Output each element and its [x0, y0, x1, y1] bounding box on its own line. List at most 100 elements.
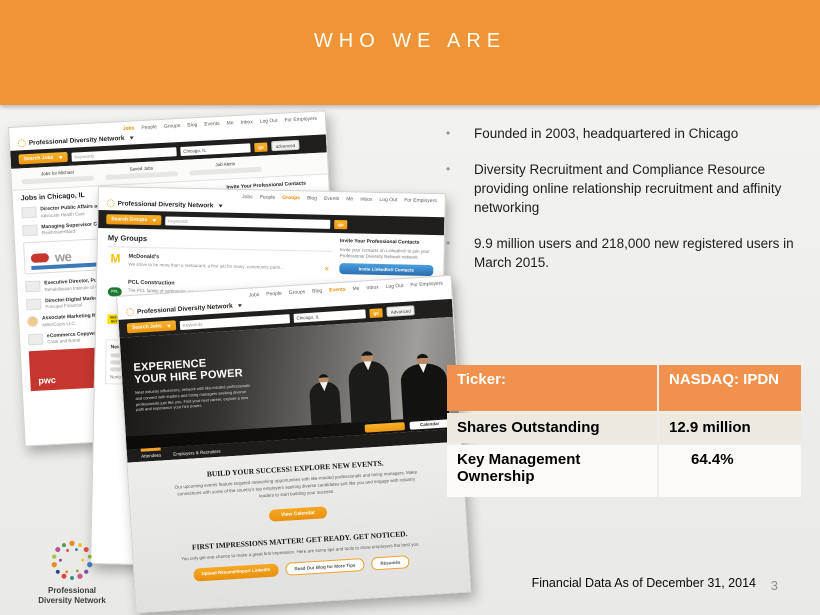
bullet-icon [446, 124, 474, 143]
table-cell: Key Management Ownership [447, 445, 657, 497]
financial-table: Ticker: NASDAQ: IPDN Shares Outstanding … [445, 363, 803, 499]
company-logo [21, 206, 37, 219]
brand-name-line1: Professional [47, 586, 96, 595]
home-content: BUILD YOUR SUCCESS! EXPLORE NEW EVENTS. … [127, 441, 472, 614]
company-logo [22, 224, 38, 236]
tab-employers-recruiters[interactable]: Employers & Recruiters [173, 448, 221, 457]
nav-people[interactable]: People [266, 290, 283, 298]
hero-banner: EXPERIENCE YOUR HIRE POWER Meet industry… [119, 316, 461, 450]
bullet-text: Diversity Recruitment and Compliance Res… [474, 162, 782, 215]
resumes-button[interactable]: Résumés [371, 555, 410, 571]
chevron-down-icon[interactable] [237, 303, 242, 307]
page-number: 3 [770, 578, 778, 593]
bullet-item: Diversity Recruitment and Compliance Res… [446, 160, 804, 217]
nav-me[interactable]: Me [226, 120, 234, 127]
nav-events[interactable]: Events [204, 120, 220, 128]
search-type-select[interactable]: Search Jobs [18, 151, 68, 165]
pdn-mini-logo-icon [106, 199, 115, 208]
bullet-icon [446, 234, 474, 272]
read-blog-button[interactable]: Read Our Blog for More Tips [284, 557, 365, 576]
group-row[interactable]: M McDonald's We strive to be more than a… [107, 251, 331, 273]
close-icon[interactable] [324, 266, 329, 273]
tab-saved-jobs[interactable]: Saved Jobs [105, 164, 178, 180]
company-logo [26, 315, 39, 328]
invite-heading: Invite Your Professional Contacts [339, 238, 420, 246]
pdn-mini-logo-icon [125, 307, 135, 317]
advanced-search-button[interactable]: advanced [271, 139, 300, 152]
nav-for-employers[interactable]: For Employers [404, 197, 437, 205]
nav-inbox[interactable]: Inbox [240, 119, 253, 126]
chevron-down-icon [58, 155, 63, 159]
table-header-row: Ticker: NASDAQ: IPDN [447, 365, 801, 411]
nav-events[interactable]: Events [328, 286, 346, 294]
nav-groups[interactable]: Groups [163, 122, 181, 130]
nav-blog[interactable]: Blog [312, 288, 323, 295]
ad-text: we [54, 248, 72, 265]
pdn-dots-logo-icon [51, 540, 93, 580]
search-go-button[interactable]: go [369, 307, 384, 318]
search-type-select[interactable]: Search Jobs [126, 320, 177, 334]
nav-groups[interactable]: Groups [282, 194, 301, 202]
nav-blog[interactable]: Blog [306, 195, 318, 202]
nav-jobs[interactable]: Jobs [122, 125, 135, 132]
view-calendar-button[interactable]: View Calendar [268, 506, 328, 523]
table-header-cell: Ticker: [447, 365, 657, 411]
groups-heading: My Groups [107, 233, 332, 252]
table-cell: 64.4% [659, 445, 801, 497]
bullet-text: 9.9 million users and 218,000 new regist… [474, 236, 794, 270]
nav-jobs[interactable]: Jobs [248, 292, 260, 299]
nav-people[interactable]: People [141, 124, 158, 132]
screenshot-home-page: Jobs People Groups Blog Events Me Inbox … [116, 274, 472, 614]
nav-blog[interactable]: Blog [187, 122, 198, 129]
nav-logout[interactable]: Log Out [379, 196, 398, 204]
person-photo [399, 352, 450, 420]
chevron-down-icon [152, 218, 157, 222]
chevron-down-icon[interactable] [129, 135, 134, 140]
keywords-input[interactable]: Keywords [71, 146, 177, 162]
header-banner: WHO WE ARE [0, 0, 820, 105]
hero-orange-button[interactable] [364, 421, 405, 433]
nav-people[interactable]: People [259, 194, 276, 201]
company-logo [25, 280, 41, 293]
invite-body: Invite your contacts on LinkedIn® to joi… [339, 247, 430, 260]
pwc-logo: pwc [38, 374, 57, 386]
pdn-brand-logo: Professional Diversity Network [22, 538, 122, 605]
upload-resume-button[interactable]: Upload Résumé/Import LinkedIn [193, 563, 279, 582]
person-photo [308, 373, 342, 425]
location-input[interactable]: Chicago, IL [293, 308, 366, 323]
nav-me[interactable]: Me [346, 196, 354, 203]
hero-text: EXPERIENCE YOUR HIRE POWER Meet industry… [133, 357, 251, 413]
chevron-down-icon [166, 324, 171, 328]
table-header-cell: NASDAQ: IPDN [659, 365, 801, 411]
invite-linkedin-button[interactable]: Invite LinkedIn® Contacts [339, 263, 434, 277]
table-cell: 12.9 million [659, 413, 801, 443]
nav-logout[interactable]: Log Out [385, 282, 404, 291]
search-type-select[interactable]: Search Groups [106, 214, 162, 226]
footer-note: Financial Data As of December 31, 2014 [531, 576, 756, 590]
bullet-icon [446, 160, 474, 217]
search-go-button[interactable]: go [253, 141, 268, 152]
bullet-item: Founded in 2003, headquartered in Chicag… [446, 124, 804, 143]
nav-inbox[interactable]: Inbox [360, 196, 373, 203]
page-title: WHO WE ARE [313, 30, 507, 52]
tab-jobs-for-you[interactable]: Jobs for Michael [21, 169, 94, 185]
nav-jobs[interactable]: Jobs [242, 194, 253, 201]
location-input[interactable]: Chicago, IL [180, 142, 251, 156]
ad-logo [30, 252, 50, 263]
nav-inbox[interactable]: Inbox [366, 284, 379, 292]
tab-attendees[interactable]: Attendees [140, 452, 162, 459]
nav-groups[interactable]: Groups [288, 289, 306, 297]
chevron-down-icon[interactable] [218, 204, 223, 208]
nav-events[interactable]: Events [323, 195, 340, 203]
advanced-search-button[interactable]: Advanced [386, 305, 416, 318]
keywords-input[interactable]: Keywords [165, 215, 331, 229]
nav-me[interactable]: Me [352, 285, 360, 293]
search-go-button[interactable]: go [334, 219, 348, 229]
brand-name-line2: Diversity Network [38, 595, 106, 605]
hero-calendar-button[interactable]: Calendar [409, 418, 450, 430]
tab-job-alerts[interactable]: Job Alerts [189, 160, 262, 176]
company-logo [26, 298, 42, 310]
nav-logout[interactable]: Log Out [259, 117, 278, 125]
table-row: Key Management Ownership 64.4% [447, 445, 801, 497]
